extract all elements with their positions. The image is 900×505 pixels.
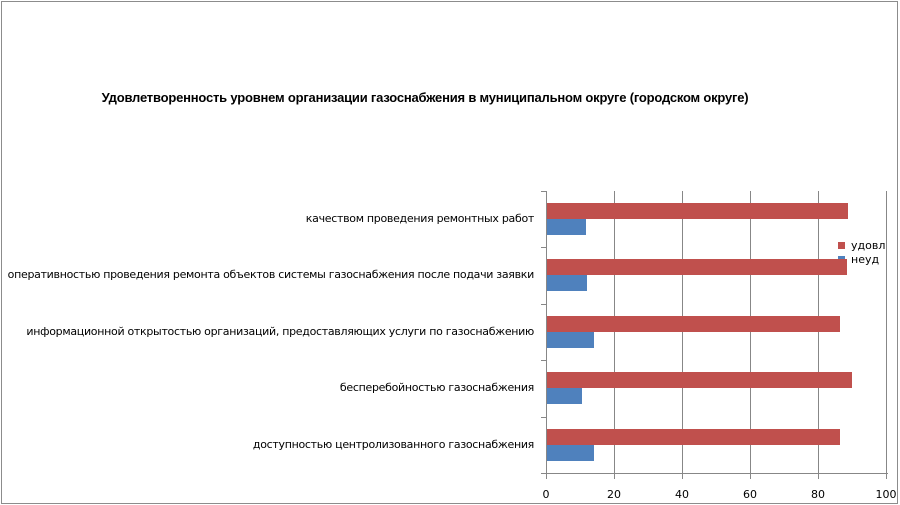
y-axis	[546, 191, 547, 474]
x-tick	[818, 474, 819, 479]
bar-neud	[547, 275, 587, 291]
legend-item-udovl: удовл	[838, 238, 885, 252]
legend-swatch-icon	[838, 241, 845, 249]
bar-udovl	[547, 203, 848, 219]
category-label: информационной открытостью организаций, …	[26, 325, 534, 338]
x-tick	[750, 474, 751, 479]
gridline	[818, 191, 819, 473]
y-tick	[541, 191, 546, 192]
category-label: бесперебойностью газоснабжения	[339, 381, 534, 394]
y-tick	[541, 247, 546, 248]
y-tick	[541, 417, 546, 418]
x-axis	[546, 473, 888, 474]
y-tick	[541, 304, 546, 305]
bar-udovl	[547, 372, 852, 388]
category-label: доступностью центролизованного газоснабж…	[252, 438, 534, 451]
legend-label: неуд	[851, 252, 880, 266]
category-label: качеством проведения ремонтных работ	[305, 212, 535, 225]
x-tick-label: 0	[542, 488, 550, 501]
legend-label: удовл	[851, 238, 886, 252]
bar-neud	[547, 332, 594, 348]
category-label: оперативностью проведения ремонта объект…	[7, 268, 535, 281]
gridline	[614, 191, 615, 473]
x-tick-label: 80	[811, 488, 825, 501]
bar-udovl	[547, 259, 847, 275]
gridline	[886, 191, 887, 473]
x-tick	[886, 474, 887, 479]
bar-udovl	[547, 429, 840, 445]
bar-udovl	[547, 316, 840, 332]
y-tick	[541, 473, 546, 474]
x-tick-label: 20	[607, 488, 621, 501]
x-tick	[614, 474, 615, 479]
bar-neud	[547, 445, 594, 461]
x-tick	[682, 474, 683, 479]
chart-title: Удовлетворенность уровнем организации га…	[101, 90, 749, 105]
y-tick	[541, 360, 546, 361]
bar-neud	[547, 219, 586, 235]
x-tick	[546, 474, 547, 479]
gridline	[750, 191, 751, 473]
x-tick-label: 60	[743, 488, 757, 501]
gridline	[682, 191, 683, 473]
x-tick-label: 40	[675, 488, 689, 501]
bar-neud	[547, 388, 582, 404]
x-tick-label: 100	[875, 488, 897, 501]
